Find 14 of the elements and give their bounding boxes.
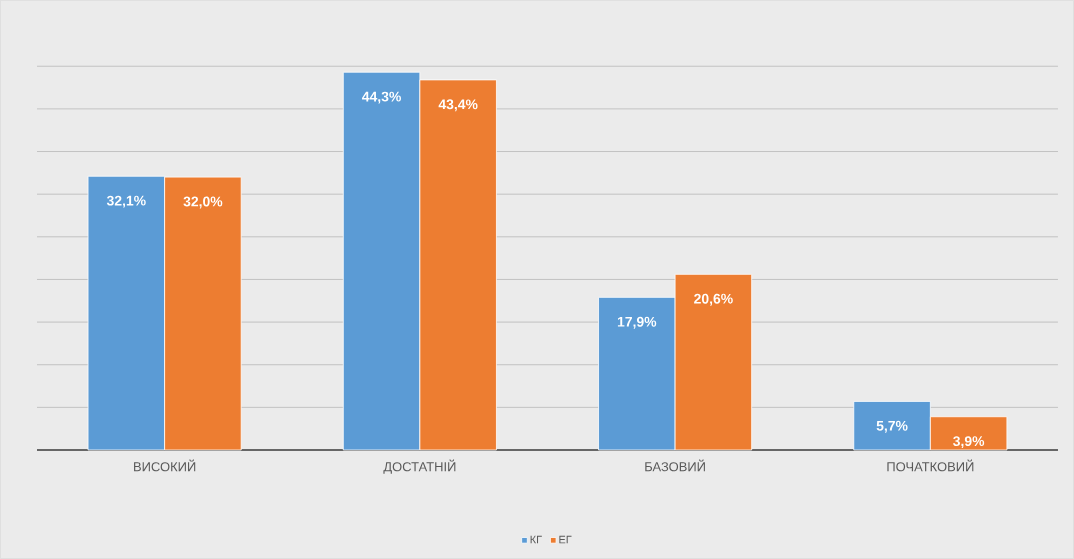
x-tick-label: ДОСТАТНІЙ [383, 459, 456, 474]
data-label: 20,6% [694, 293, 733, 306]
data-label: 32,1% [106, 195, 146, 208]
legend-label: ЕГ [559, 535, 572, 544]
data-label: 3,9% [953, 436, 985, 449]
data-label: 17,9% [617, 316, 657, 329]
data-label: 44,3% [362, 91, 401, 104]
legend-label: КГ [530, 535, 542, 544]
data-label: 5,7% [876, 420, 908, 433]
x-tick-label: ВИСОКИЙ [134, 459, 196, 472]
x-tick-label: БАЗОВИЙ [645, 459, 705, 472]
data-label: 32,0% [183, 196, 223, 209]
x-tick-label: ПОЧАТКОВИЙ [887, 459, 974, 472]
data-label: 43,4% [438, 99, 478, 112]
